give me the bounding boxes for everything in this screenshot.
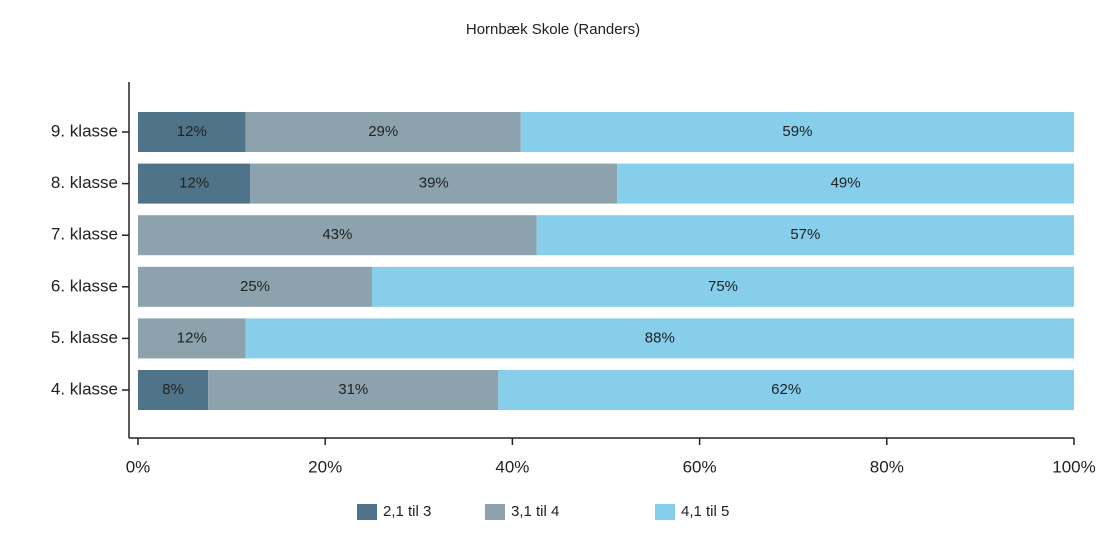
data-label: 8% [162, 381, 184, 398]
data-label: 88% [645, 329, 675, 346]
x-tick-label: 0% [126, 457, 151, 476]
data-label: 62% [771, 381, 801, 398]
bar-segment [138, 370, 209, 410]
bar-segment [138, 266, 372, 307]
data-label: 39% [419, 175, 449, 192]
y-tick-label: 5. klasse [51, 328, 118, 347]
chart-title: Hornbæk Skole (Randers) [466, 21, 640, 38]
bar-segment [372, 266, 1074, 307]
data-label: 75% [708, 278, 738, 295]
x-tick-label: 20% [308, 457, 342, 476]
y-tick-label: 8. klasse [51, 173, 118, 192]
bar-segment [245, 112, 521, 152]
data-label: 31% [338, 381, 368, 398]
legend-label: 4,1 til 5 [681, 503, 729, 520]
data-label: 25% [240, 278, 270, 295]
x-tick-label: 40% [495, 457, 529, 476]
legend-swatch [485, 504, 505, 520]
bar-segment [245, 318, 1074, 359]
bar-segment [138, 112, 246, 152]
data-label: 12% [177, 123, 207, 140]
y-tick-label: 9. klasse [51, 121, 118, 140]
bar-segment [208, 370, 499, 410]
y-tick-label: 6. klasse [51, 276, 118, 295]
legend-label: 3,1 til 4 [511, 503, 559, 520]
x-tick-label: 80% [870, 457, 904, 476]
data-label: 12% [177, 329, 207, 346]
data-label: 12% [179, 175, 209, 192]
y-tick-label: 4. klasse [51, 379, 118, 398]
data-label: 57% [790, 226, 820, 243]
data-label: 49% [831, 175, 861, 192]
y-tick-label: 7. klasse [51, 225, 118, 244]
bar-segment [498, 370, 1074, 410]
bar-segment [138, 215, 537, 256]
data-label: 59% [782, 123, 812, 140]
legend-swatch [655, 504, 675, 520]
bar-segment [617, 163, 1074, 204]
data-label: 43% [322, 226, 352, 243]
bar-segment [536, 215, 1074, 256]
bar-segment [520, 112, 1074, 152]
bar-segment [250, 163, 618, 204]
legend-swatch [357, 504, 377, 520]
data-label: 29% [368, 123, 398, 140]
legend-label: 2,1 til 3 [383, 503, 431, 520]
x-tick-label: 60% [683, 457, 717, 476]
x-tick-label: 100% [1052, 457, 1095, 476]
bar-segment [138, 318, 246, 359]
bar-segment [138, 163, 251, 204]
